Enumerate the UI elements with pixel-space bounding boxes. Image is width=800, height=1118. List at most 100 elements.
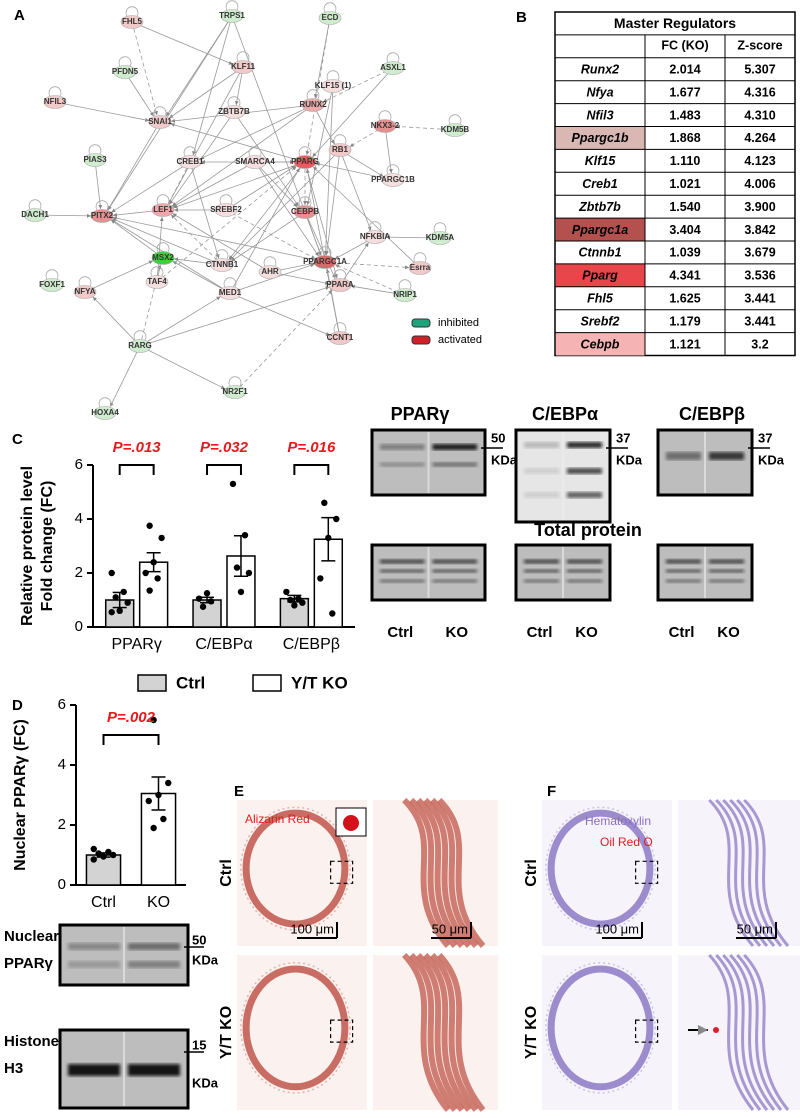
y-axis-label: Relative protein level (19, 466, 36, 626)
lamina (402, 797, 451, 948)
node-loop (333, 134, 347, 145)
network-node (222, 105, 246, 119)
table-cell: 3.900 (744, 200, 775, 214)
node-label: ZBTB7B (218, 107, 250, 116)
network-node (408, 261, 432, 275)
network-edge (156, 166, 297, 283)
node-label: FHL5 (122, 17, 143, 26)
table-cell: 1.625 (669, 292, 700, 306)
network-edge (335, 264, 406, 296)
blot-band (567, 442, 602, 448)
p-value: P=.016 (287, 439, 336, 456)
inset-box (330, 860, 354, 884)
blot-band (567, 569, 602, 573)
lamina (423, 952, 472, 1112)
network-edge (304, 211, 322, 256)
node-loop (318, 246, 332, 257)
data-point (299, 599, 306, 606)
data-point (116, 607, 123, 614)
node-label: AHR (261, 267, 279, 276)
network-node (93, 406, 117, 420)
blot-band (380, 444, 425, 450)
vessel-wall (242, 965, 349, 1091)
node-loop (48, 86, 62, 97)
y-tick-label: 4 (75, 510, 83, 527)
network-node (218, 286, 242, 300)
significance-bracket (206, 464, 242, 475)
legend-swatch (411, 318, 431, 328)
node-loop (156, 194, 170, 205)
blot-title: C/EBPβ (679, 404, 745, 424)
table-cell: Srebf2 (581, 314, 620, 328)
network-node (328, 143, 352, 157)
node-label: SNAI1 (148, 117, 172, 126)
data-point (90, 856, 97, 863)
network-edge (111, 161, 191, 213)
node-label: NFIL3 (44, 97, 67, 106)
data-point (329, 610, 336, 617)
y-axis-label: Fold change (FC) (39, 481, 56, 612)
network-node (113, 65, 137, 79)
adventitia (240, 806, 351, 931)
node-label: PPARGC1A (303, 257, 347, 266)
data-point (291, 602, 298, 609)
table-cell: 4.316 (744, 85, 775, 99)
table-cell: 3.679 (744, 246, 775, 260)
node-loop (378, 110, 392, 121)
table-header: Z-score (737, 39, 782, 53)
table-cell: 4.310 (744, 108, 775, 122)
stain-label: Alizarin Red (245, 812, 310, 826)
blot-title: PPARγ (391, 404, 450, 424)
blot-label: Nuclear (4, 928, 59, 945)
node-loop (118, 56, 132, 67)
blot-label: PPARγ (4, 955, 54, 972)
blot-band (567, 559, 602, 564)
table-cell: 3.404 (669, 223, 700, 237)
node-loop (98, 397, 112, 408)
node-label: MSX2 (152, 253, 174, 262)
network-edge (229, 149, 341, 261)
table-title: Master Regulators (614, 15, 736, 31)
network-edge (139, 296, 221, 347)
network-edge (107, 15, 233, 211)
node-label: TRPS1 (219, 11, 245, 20)
lamina (743, 798, 790, 947)
vessel-wall (547, 809, 654, 928)
y-tick-label: 0 (75, 618, 83, 635)
legend-label: Ctrl (176, 673, 205, 692)
stain-label: Oil Red O (600, 835, 653, 849)
lamina (715, 953, 762, 1111)
data-point (207, 598, 215, 605)
table-cell: Zbtb7b (578, 200, 621, 214)
network-node (43, 95, 67, 109)
node-loop (183, 146, 197, 157)
row-label: Y/T KO (523, 1006, 540, 1059)
network-node (90, 209, 114, 223)
inset-box (330, 1019, 354, 1043)
network-node (128, 339, 152, 353)
node-loop (263, 256, 277, 267)
network-edge (131, 21, 233, 65)
node-label: KLF11 (231, 62, 256, 71)
table-cell: 1.039 (669, 246, 700, 260)
y-tick-label: 2 (75, 564, 83, 581)
network-node (178, 155, 202, 169)
table-cell: 4.123 (744, 154, 775, 168)
blot-band (666, 559, 701, 564)
data-point (203, 590, 211, 597)
blot-band (128, 1064, 180, 1076)
network-edge (168, 66, 244, 205)
node-loop (28, 199, 42, 210)
table-cell: Klf15 (585, 154, 617, 168)
network-edge (322, 67, 394, 103)
blot-band (666, 569, 701, 573)
network-edge (225, 209, 316, 260)
node-loop (248, 146, 262, 157)
data-point (146, 522, 153, 529)
network-node (443, 123, 467, 137)
network-edge (54, 101, 150, 122)
node-loop (215, 249, 229, 260)
network-edge (192, 15, 233, 156)
blot-band (567, 468, 602, 474)
table-cell: Ppargc1b (572, 131, 629, 145)
